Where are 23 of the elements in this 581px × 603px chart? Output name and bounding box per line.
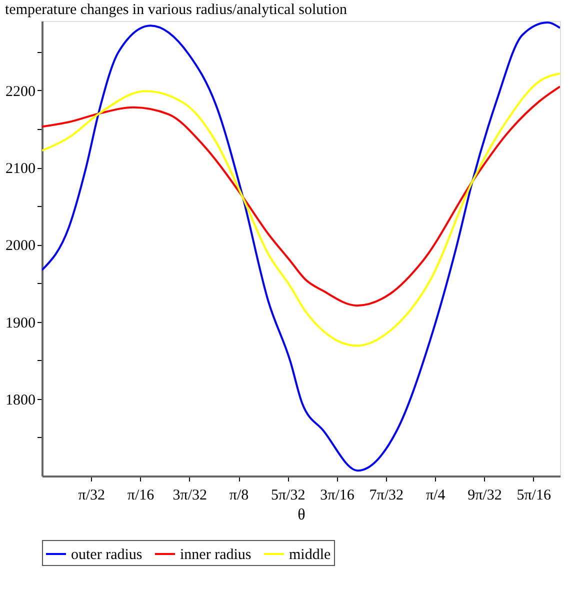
x-tick-label: 7π/32	[369, 488, 404, 504]
y-tick-label: 2000	[6, 238, 36, 254]
x-tick-label: π/16	[127, 488, 155, 504]
line-series	[42, 72, 560, 347]
legend-label: middle	[289, 547, 331, 563]
chart-title: temperature changes in various radius/analytical solution	[5, 2, 348, 18]
x-tick-label: 5π/16	[516, 488, 552, 504]
y-tick-label: 2200	[6, 84, 36, 100]
legend-label: outer radius	[71, 547, 142, 563]
x-tick-label: 9π/32	[468, 488, 502, 504]
x-axis-title: θ	[298, 506, 306, 524]
x-tick-label: 3π/32	[172, 488, 208, 504]
legend-label: inner radius	[180, 547, 252, 563]
y-tick-label: 2100	[6, 161, 36, 178]
y-tick-label: 1900	[6, 315, 36, 332]
y-tick-label: 1800	[6, 392, 36, 408]
x-tick-label: π/32	[78, 488, 106, 504]
x-tick-label: π/4	[426, 488, 446, 504]
line-series	[42, 22, 560, 472]
x-tick-label: 5π/32	[271, 488, 306, 504]
line-series	[42, 86, 560, 307]
x-tick-label: 3π/16	[320, 488, 355, 504]
x-tick-label: π/8	[229, 488, 249, 504]
